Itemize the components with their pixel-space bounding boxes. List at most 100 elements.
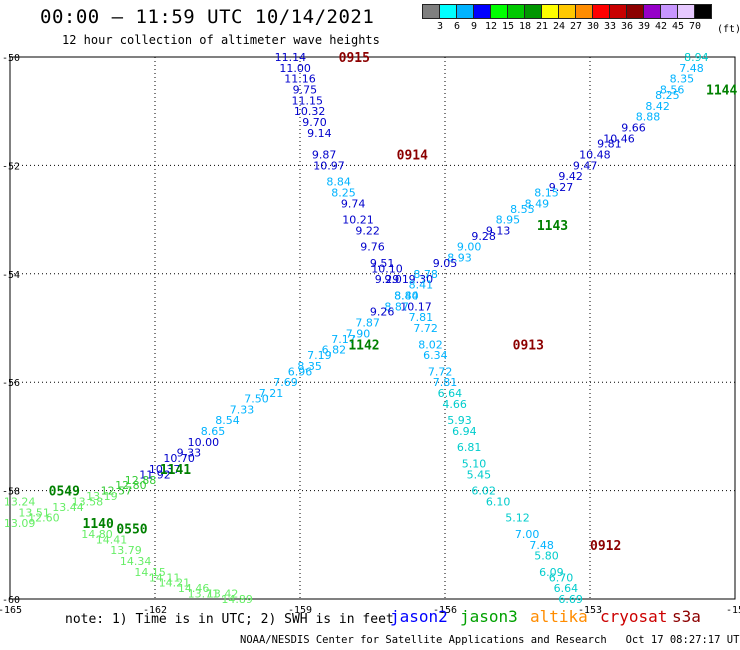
latitude-tick-label: -60: [2, 595, 20, 606]
wave-height-value: 7.50: [244, 392, 269, 405]
scale-label: 36: [620, 21, 634, 32]
scale-label: 27: [569, 21, 583, 32]
legend-s3a: s3a: [672, 607, 701, 626]
map-title: 00:00 – 11:59 UTC 10/14/2021: [40, 6, 375, 28]
wave-height-value: 14.11: [149, 571, 181, 584]
wave-height-value: 14.34: [120, 555, 152, 568]
wave-height-value: 13.51: [18, 506, 50, 519]
wave-height-value: 6.64: [438, 387, 463, 400]
wave-height-value: 9.26: [370, 306, 395, 319]
wave-height-value: 5.80: [534, 550, 559, 563]
wave-height-value: 13.42: [207, 588, 239, 601]
wave-height-value: 6.10: [486, 495, 511, 508]
pass-time-label: 1144: [706, 84, 737, 99]
color-scale-swatches: [422, 4, 712, 19]
legend-altika: altika: [530, 607, 588, 626]
wave-height-value: 9.75: [293, 84, 318, 97]
wave-height-value: 12.80: [115, 479, 147, 492]
wave-height-value: 7.69: [273, 376, 298, 389]
wave-height-value: 13.19: [86, 490, 118, 503]
wave-height-value: 7.87: [355, 317, 380, 330]
scale-swatch: [694, 4, 712, 19]
map-subtitle: 12 hour collection of altimeter wave hei…: [62, 33, 380, 47]
wave-height-value: 13.79: [110, 544, 142, 557]
wave-height-value: 8.84: [394, 289, 419, 302]
wave-height-value: 9.01: [384, 273, 409, 286]
wave-height-value: 8.40: [394, 289, 419, 302]
wave-height-value: 7.33: [230, 403, 255, 416]
color-scale-unit: (ft): [717, 24, 740, 35]
wave-height-value: 14.21: [159, 577, 191, 590]
map-frame: [9, 56, 736, 600]
wave-height-value: 6.64: [554, 582, 579, 595]
legend-cryosat: cryosat: [600, 607, 668, 626]
wave-height-value: 13.09: [4, 517, 36, 530]
legend-jason3: jason3: [460, 607, 518, 626]
wave-height-value: 9.87: [312, 149, 337, 162]
wave-height-value: 8.02: [418, 338, 443, 351]
scale-label: 15: [501, 21, 515, 32]
wave-height-value: 8.65: [201, 425, 226, 438]
wave-height-value: 9.14: [307, 127, 332, 140]
wave-height-value: 5.93: [447, 414, 472, 427]
wave-height-value: 9.33: [177, 447, 202, 460]
legend-jason2: jason2: [390, 607, 448, 626]
wave-height-value: 8.84: [326, 176, 351, 189]
pass-time-label: 1142: [348, 338, 379, 353]
wave-height-value: 9.76: [360, 241, 385, 254]
wave-height-value: 6.81: [457, 441, 482, 454]
wave-height-value: 9.29: [375, 273, 400, 286]
wave-height-value: 8.15: [534, 187, 559, 200]
wave-height-value: 8.78: [413, 268, 438, 281]
wave-height-value: 14.46: [178, 582, 210, 595]
scale-label: 3: [436, 21, 444, 32]
wave-height-value: 7.81: [433, 376, 458, 389]
wave-height-value: 13.71: [188, 588, 220, 601]
wave-height-value: 7.81: [409, 311, 434, 324]
wave-height-value: 8.25: [655, 89, 680, 102]
wave-height-value: 8.94: [684, 51, 709, 64]
wave-height-value: 7.72: [413, 322, 438, 335]
wave-height-value: 6.96: [288, 365, 313, 378]
wave-height-value: 11.16: [284, 73, 316, 86]
pass-time-label: 0914: [397, 149, 428, 164]
latitude-tick-label: -56: [2, 378, 20, 389]
pass-time-label: 0549: [49, 485, 80, 500]
longitude-tick-label: -165: [0, 605, 22, 616]
wave-height-value: 10.00: [188, 436, 220, 449]
wave-height-value: 13.44: [52, 501, 84, 514]
wave-height-value: 8.55: [510, 203, 535, 216]
wave-height-value: 14.15: [134, 566, 166, 579]
wave-height-value: 11.15: [292, 94, 324, 107]
latitude-tick-label: -52: [2, 161, 20, 172]
wave-height-value: 7.21: [259, 387, 284, 400]
longitude-tick-label: -153: [578, 605, 602, 616]
wave-height-value: 6.34: [423, 349, 448, 362]
latitude-tick-label: -54: [2, 270, 20, 281]
wave-height-value: 6.94: [452, 425, 477, 438]
wave-height-value: 9.70: [302, 116, 327, 129]
longitude-tick-label: -15: [726, 605, 740, 616]
longitude-tick-label: -156: [433, 605, 457, 616]
wave-height-value: 9.47: [573, 159, 598, 172]
wave-height-value: 7.19: [307, 349, 332, 362]
wave-height-value: 8.87: [384, 300, 409, 313]
scale-label: 21: [535, 21, 549, 32]
wave-height-value: 14.80: [81, 528, 113, 541]
wave-height-value: 6.69: [558, 593, 583, 606]
wave-height-value: 8.41: [409, 279, 434, 292]
pass-time-label: 1140: [83, 517, 114, 532]
pass-time-label: 0913: [513, 338, 544, 353]
wave-height-value: 6.70: [549, 571, 574, 584]
pass-time-label: 0912: [590, 539, 621, 554]
wave-height-value: 10.46: [603, 132, 635, 145]
wave-height-value: 8.35: [297, 360, 322, 373]
wave-height-value: 10.10: [371, 262, 403, 275]
scale-label: 12: [484, 21, 498, 32]
wave-height-value: 9.13: [486, 224, 511, 237]
wave-height-value: 9.28: [471, 230, 496, 243]
wave-height-value: 5.12: [505, 512, 530, 525]
wave-height-value: 8.93: [447, 252, 472, 265]
wave-height-value: 9.05: [433, 257, 458, 270]
wave-height-value: 6.02: [471, 485, 496, 498]
